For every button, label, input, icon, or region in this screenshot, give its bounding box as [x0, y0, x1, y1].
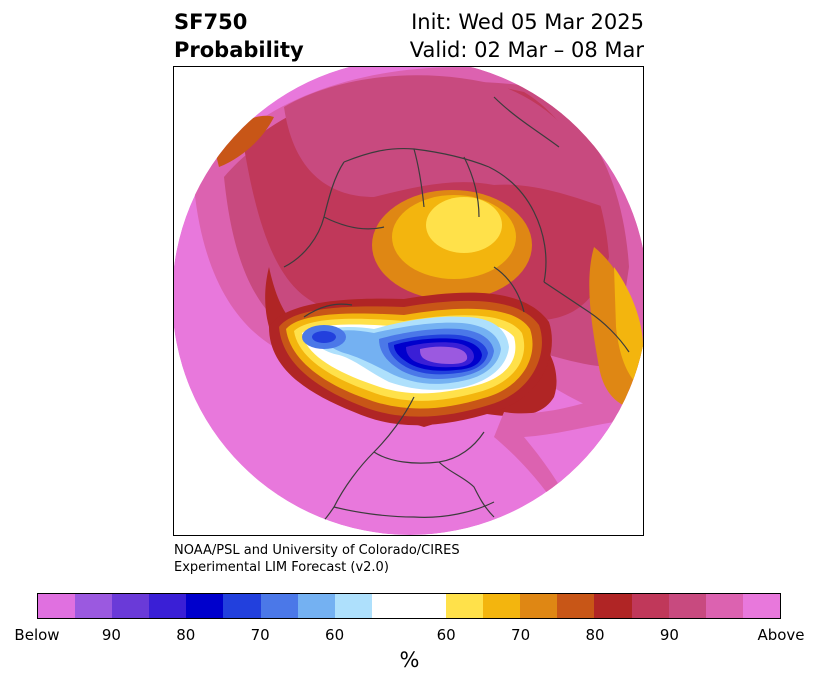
- field-west-lobe-navy: [312, 331, 336, 343]
- credit-text: NOAA/PSL and University of Colorado/CIRE…: [174, 542, 460, 576]
- colorbar-swatch: [557, 594, 595, 618]
- colorbar-swatch: [223, 594, 261, 618]
- colorbar-swatch: [520, 594, 558, 618]
- colorbar-swatch: [631, 594, 669, 618]
- field-east-yellow: [614, 267, 643, 387]
- colorbar-swatch: [446, 594, 484, 618]
- colorbar-swatch: [112, 594, 150, 618]
- colorbar-tick-label: 80: [585, 626, 605, 644]
- colorbar-tick-label: 60: [325, 626, 345, 644]
- colorbar-swatch: [186, 594, 224, 618]
- valid-range: Valid: 02 Mar – 08 Mar: [409, 38, 644, 62]
- colorbar-unit-label: %: [399, 648, 420, 672]
- field-band-upper-pink: [284, 75, 604, 207]
- field-arctic-yellow: [426, 197, 502, 253]
- colorbar-swatch: [149, 594, 187, 618]
- field-trough-violet: [420, 346, 468, 364]
- colorbar-tick-label: 90: [101, 626, 121, 644]
- colorbar-swatch: [705, 594, 743, 618]
- field-nw-orange: [214, 115, 274, 167]
- colorbar-tick-label: Above: [757, 626, 805, 644]
- colorbar-swatch: [38, 594, 76, 618]
- colorbar-ticks: Below 90 80 70 60 60 70 80 90 Above: [0, 626, 819, 646]
- credit-line-2: Experimental LIM Forecast (v2.0): [174, 560, 389, 575]
- colorbar-swatch: [742, 594, 780, 618]
- colorbar-swatch: [75, 594, 113, 618]
- colorbar-swatch: [334, 594, 372, 618]
- colorbar: [37, 593, 781, 619]
- colorbar-swatch: [668, 594, 706, 618]
- credit-line-1: NOAA/PSL and University of Colorado/CIRE…: [174, 543, 460, 558]
- colorbar-tick-label: Below: [14, 626, 60, 644]
- coastlines: [283, 96, 630, 535]
- colorbar-tick-label: 70: [250, 626, 270, 644]
- colorbar-swatch: [371, 594, 447, 618]
- colorbar-tick-label: 80: [176, 626, 196, 644]
- colorbar-swatch: [297, 594, 335, 618]
- init-date: Init: Wed 05 Mar 2025: [411, 10, 644, 34]
- colorbar-tick-label: 60: [436, 626, 456, 644]
- product-title: Probability: [174, 38, 304, 62]
- colorbar-swatch: [594, 594, 632, 618]
- probability-map: [174, 67, 643, 535]
- colorbar-tick-label: 70: [511, 626, 531, 644]
- colorbar-tick-label: 90: [659, 626, 679, 644]
- map-panel: [173, 66, 644, 536]
- variable-title: SF750: [174, 10, 248, 34]
- colorbar-swatch: [260, 594, 298, 618]
- title-right: Init: Wed 05 Mar 2025 Valid: 02 Mar – 08…: [410, 8, 644, 64]
- colorbar-swatch: [483, 594, 521, 618]
- title-left: SF750 Probability: [174, 8, 304, 64]
